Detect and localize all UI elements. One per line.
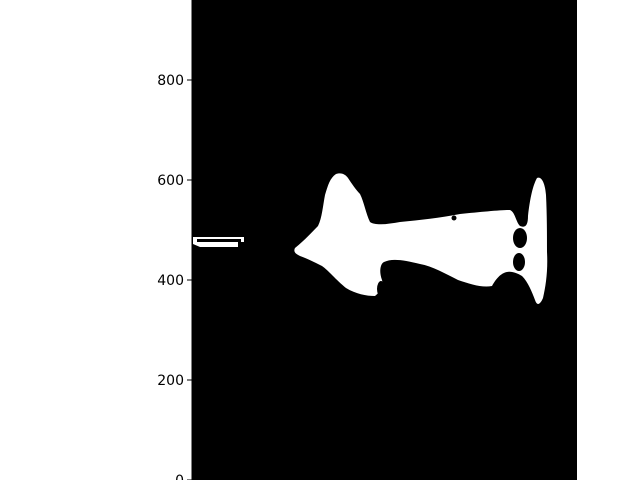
y-tick-label: 600: [157, 173, 184, 189]
mask-blob-main: [294, 173, 548, 304]
y-tick-label: 400: [157, 273, 184, 289]
mask-hole-2: [513, 253, 525, 271]
y-tick-label: 800: [157, 73, 184, 89]
y-tick-label: 0: [175, 473, 184, 480]
mask-strip-hole: [197, 239, 241, 242]
y-tick-label: 200: [157, 373, 184, 389]
mask-hole-4: [451, 215, 457, 221]
mask-hole-3: [377, 281, 385, 297]
mask-hole-1: [513, 228, 527, 248]
y-axis-ticks: 0 200 400 600 800: [157, 73, 192, 480]
